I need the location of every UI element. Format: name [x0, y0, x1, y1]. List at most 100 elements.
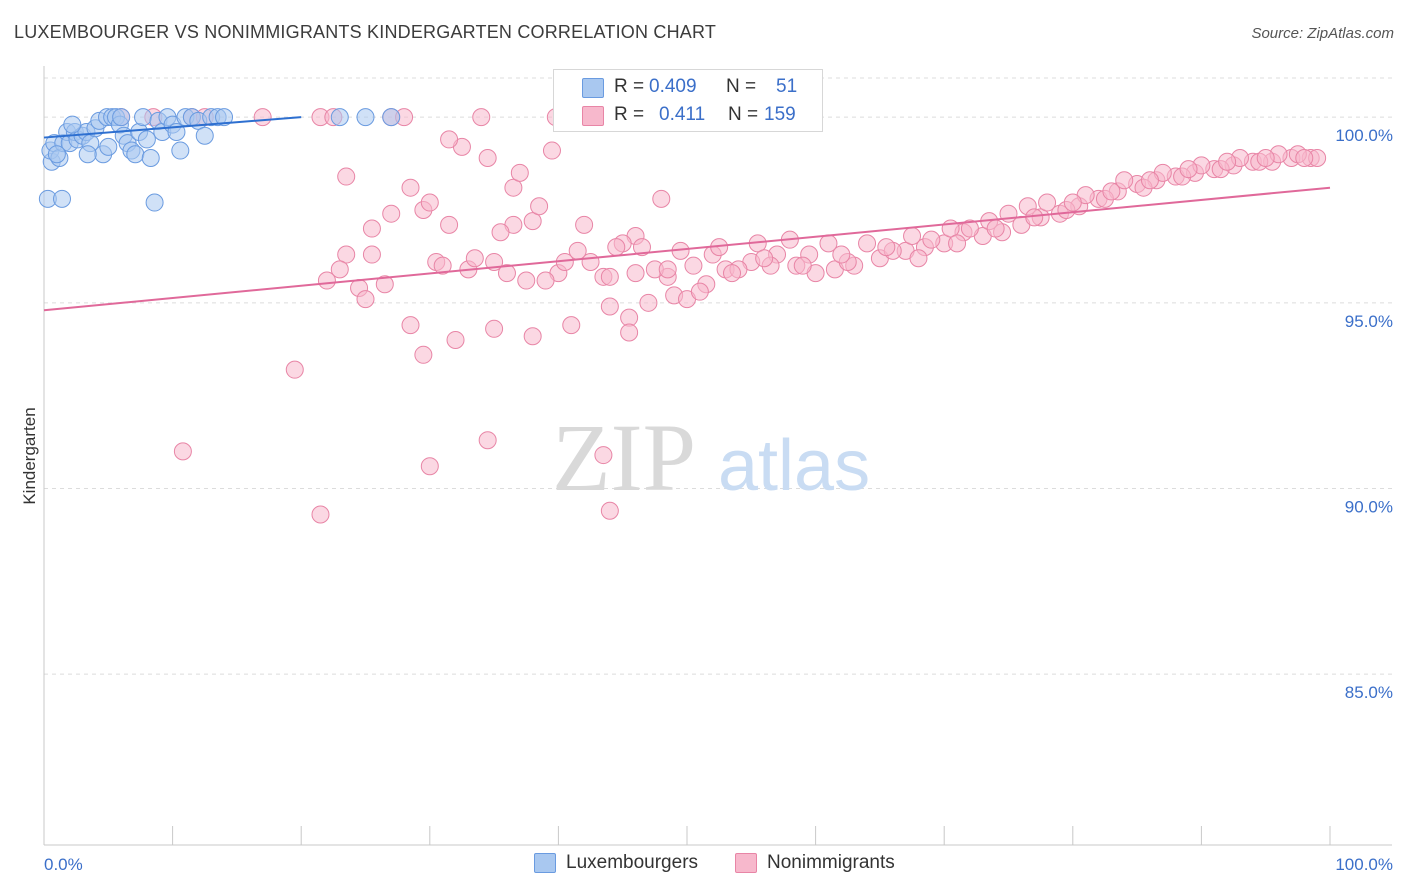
data-point-nonimmigrants — [420, 193, 439, 212]
data-point-nonimmigrants — [433, 256, 452, 275]
trend-lines — [43, 116, 1331, 312]
data-point-nonimmigrants — [401, 178, 420, 197]
data-point-nonimmigrants — [478, 431, 497, 450]
y-tick-label: 100.0% — [1335, 126, 1393, 145]
chart-title: LUXEMBOURGER VS NONIMMIGRANTS KINDERGART… — [14, 22, 717, 42]
data-point-nonimmigrants — [485, 319, 504, 338]
data-point-nonimmigrants — [478, 148, 497, 167]
legend-label-nonimmigrants: Nonimmigrants — [767, 852, 895, 873]
legend-r-value: 0.409 — [649, 76, 697, 97]
source-label: Source: ZipAtlas.com — [1251, 25, 1394, 42]
data-point-nonimmigrants — [362, 219, 381, 238]
data-point-nonimmigrants — [652, 189, 671, 208]
tick-labels: 100.0% 95.0% 90.0% 85.0% 0.0% 100.0% — [44, 126, 1393, 874]
watermark-zip: ZIP — [552, 404, 696, 511]
data-point-nonimmigrants — [311, 505, 330, 524]
data-point-nonimmigrants — [1038, 193, 1057, 212]
data-point-nonimmigrants — [253, 108, 272, 127]
data-point-nonimmigrants — [337, 245, 356, 264]
legend-label-luxembourgers: Luxembourgers — [566, 852, 699, 873]
legend-item-nonimmigrants[interactable]: Nonimmigrants — [735, 852, 895, 874]
data-point-luxembourgers — [145, 193, 164, 212]
data-point-luxembourgers — [47, 145, 66, 164]
data-point-luxembourgers — [382, 108, 401, 127]
legend-r-label: R = — [614, 76, 645, 97]
trend-line-luxembourgers — [43, 116, 302, 139]
x-tick-label: 0.0% — [44, 855, 83, 874]
data-point-nonimmigrants — [960, 219, 979, 238]
data-point-luxembourgers — [215, 108, 234, 127]
legend-item-luxembourgers[interactable]: Luxembourgers — [534, 852, 698, 874]
data-point-nonimmigrants — [948, 234, 967, 253]
data-point-nonimmigrants — [491, 223, 510, 242]
data-point-nonimmigrants — [1179, 160, 1198, 179]
data-point-nonimmigrants — [542, 141, 561, 160]
data-point-nonimmigrants — [330, 260, 349, 279]
data-point-nonimmigrants — [382, 204, 401, 223]
data-point-luxembourgers — [99, 137, 118, 156]
legend-row-nonimmigrants: R = 0.411 N = 159 — [554, 102, 822, 130]
data-point-nonimmigrants — [465, 249, 484, 268]
data-point-nonimmigrants — [909, 249, 928, 268]
data-point-nonimmigrants — [639, 293, 658, 312]
legend-row-luxembourgers: R = 0.409 N = 51 — [554, 74, 822, 102]
data-point-luxembourgers — [126, 145, 145, 164]
data-point-nonimmigrants — [723, 264, 742, 283]
data-point-luxembourgers — [112, 108, 131, 127]
data-point-nonimmigrants — [594, 446, 613, 465]
data-point-nonimmigrants — [375, 275, 394, 294]
watermark: ZIP atlas — [552, 404, 870, 511]
data-point-nonimmigrants — [472, 108, 491, 127]
data-point-nonimmigrants — [903, 226, 922, 245]
data-point-nonimmigrants — [922, 230, 941, 249]
data-point-nonimmigrants — [414, 345, 433, 364]
y-tick-label: 85.0% — [1345, 683, 1393, 702]
legend-n-value: 159 — [764, 104, 796, 125]
legend-r-label: R = — [614, 104, 645, 125]
data-point-nonimmigrants — [690, 282, 709, 301]
data-point-nonimmigrants — [285, 360, 304, 379]
data-point-luxembourgers — [53, 189, 72, 208]
data-point-nonimmigrants — [626, 264, 645, 283]
data-point-nonimmigrants — [356, 290, 375, 309]
data-point-nonimmigrants — [1115, 171, 1134, 190]
data-point-nonimmigrants — [684, 256, 703, 275]
data-point-nonimmigrants — [600, 267, 619, 286]
legend-swatch-nonimmigrants — [735, 853, 757, 873]
data-point-nonimmigrants — [1218, 152, 1237, 171]
legend-swatch-luxembourgers — [582, 78, 604, 98]
y-tick-label: 90.0% — [1345, 497, 1393, 516]
data-point-nonimmigrants — [440, 130, 459, 149]
data-point-nonimmigrants — [420, 457, 439, 476]
data-point-nonimmigrants — [173, 442, 192, 461]
series-legend: Luxembourgers Nonimmigrants — [0, 852, 1406, 878]
data-point-nonimmigrants — [523, 212, 542, 231]
x-tick-label: 100.0% — [1335, 855, 1393, 874]
legend-r-value: 0.411 — [659, 104, 706, 125]
data-point-luxembourgers — [356, 108, 375, 127]
data-point-nonimmigrants — [446, 330, 465, 349]
data-point-nonimmigrants — [1102, 182, 1121, 201]
data-point-nonimmigrants — [440, 215, 459, 234]
data-point-nonimmigrants — [620, 323, 639, 342]
data-point-nonimmigrants — [1063, 193, 1082, 212]
data-point-nonimmigrants — [793, 256, 812, 275]
data-points — [38, 108, 1327, 524]
data-point-luxembourgers — [63, 115, 82, 134]
data-point-nonimmigrants — [600, 501, 619, 520]
y-tick-label: 95.0% — [1345, 312, 1393, 331]
data-point-nonimmigrants — [504, 178, 523, 197]
data-point-nonimmigrants — [1295, 148, 1314, 167]
legend-swatch-luxembourgers — [534, 853, 556, 873]
data-point-luxembourgers — [137, 130, 156, 149]
data-point-nonimmigrants — [317, 271, 336, 290]
legend-n-label: N = — [726, 76, 757, 97]
data-point-nonimmigrants — [607, 238, 626, 257]
data-point-nonimmigrants — [575, 215, 594, 234]
data-point-luxembourgers — [134, 108, 153, 127]
data-point-nonimmigrants — [523, 327, 542, 346]
data-point-nonimmigrants — [658, 260, 677, 279]
data-point-nonimmigrants — [536, 271, 555, 290]
data-point-nonimmigrants — [581, 252, 600, 271]
data-point-nonimmigrants — [1256, 148, 1275, 167]
